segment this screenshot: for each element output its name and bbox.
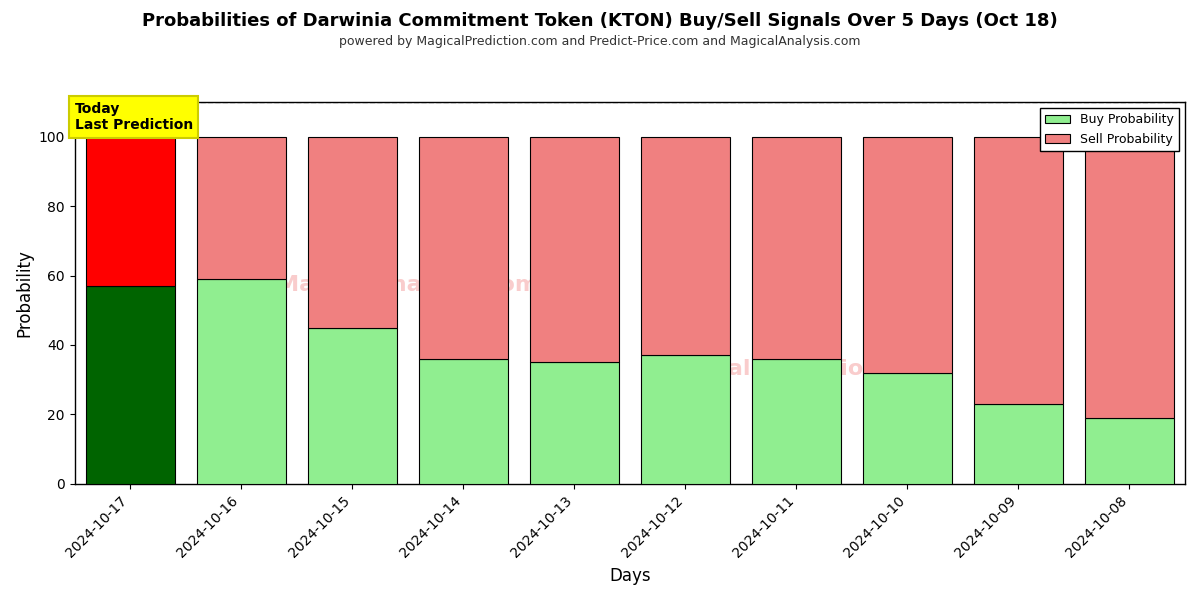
Bar (308, 137, 397, 328)
Bar (308, 328, 397, 484)
Bar (419, 137, 508, 359)
Bar (974, 404, 1063, 484)
Bar (752, 359, 841, 484)
Bar (85, 286, 174, 484)
Bar (419, 359, 508, 484)
Bar (1085, 137, 1174, 418)
Text: powered by MagicalPrediction.com and Predict-Price.com and MagicalAnalysis.com: powered by MagicalPrediction.com and Pre… (340, 35, 860, 48)
Bar (641, 137, 730, 355)
Bar (974, 137, 1063, 404)
Bar (863, 373, 952, 484)
Bar (530, 362, 619, 484)
Bar (530, 137, 619, 362)
Text: MagicalAnalysis.com: MagicalAnalysis.com (277, 275, 539, 295)
Bar (752, 137, 841, 359)
Bar (641, 355, 730, 484)
Bar (1085, 418, 1174, 484)
Bar (85, 137, 174, 286)
Bar (197, 137, 286, 279)
Bar (863, 137, 952, 373)
Legend: Buy Probability, Sell Probability: Buy Probability, Sell Probability (1040, 108, 1178, 151)
Bar (197, 279, 286, 484)
Y-axis label: Probability: Probability (16, 249, 34, 337)
Text: Probabilities of Darwinia Commitment Token (KTON) Buy/Sell Signals Over 5 Days (: Probabilities of Darwinia Commitment Tok… (142, 12, 1058, 30)
X-axis label: Days: Days (610, 567, 650, 585)
Text: MagicalPrediction.com: MagicalPrediction.com (654, 359, 940, 379)
Text: Today
Last Prediction: Today Last Prediction (74, 102, 193, 132)
